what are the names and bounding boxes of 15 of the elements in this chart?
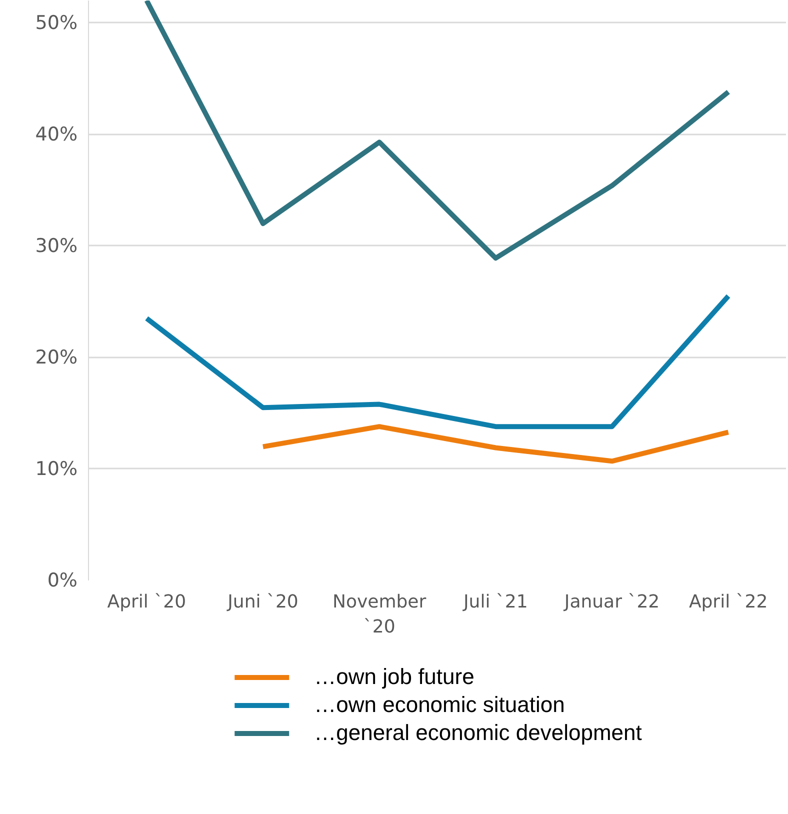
x-tick-label: Juli `21: [462, 592, 528, 612]
legend-label: …own job future: [314, 664, 474, 690]
legend-label: …general economic development: [314, 720, 642, 746]
x-tick-label: November `20: [332, 592, 427, 638]
y-tick-label: 0%: [47, 570, 78, 592]
x-tick-label: Januar `22: [563, 592, 660, 612]
x-tick-label: Juni `20: [226, 592, 298, 612]
x-tick-label: April `22: [688, 592, 768, 612]
legend-label: …own economic situation: [314, 692, 565, 718]
y-tick-label: 50%: [35, 12, 78, 34]
y-tick-label: 10%: [35, 458, 78, 480]
y-tick-label: 40%: [35, 123, 78, 146]
y-tick-label: 30%: [35, 234, 78, 257]
y-tick-label: 20%: [35, 346, 78, 368]
x-tick-label: April `20: [107, 592, 186, 612]
